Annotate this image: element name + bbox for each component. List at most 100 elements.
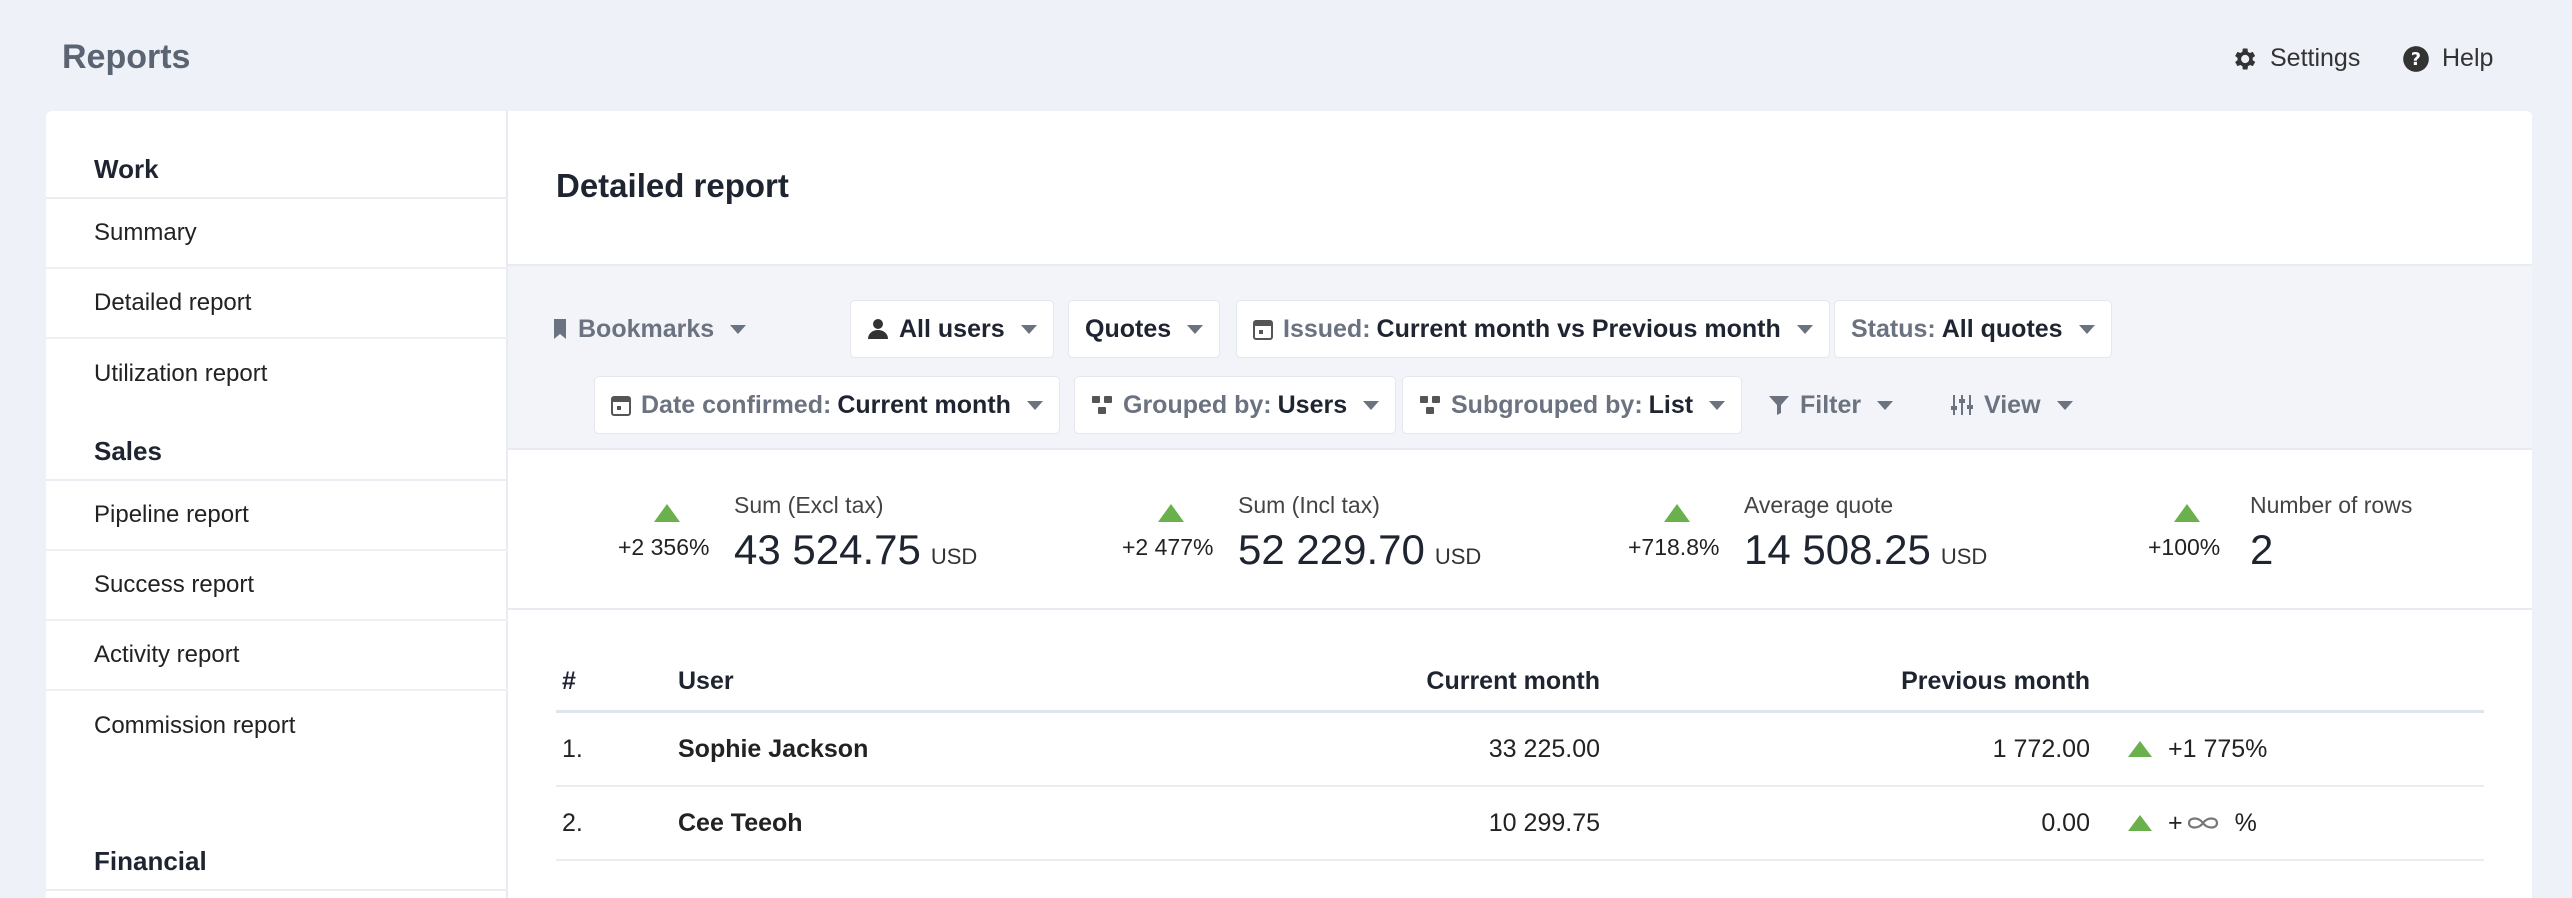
date-confirmed-value: Current month (837, 390, 1011, 419)
top-bar: Reports Settings ? Help (0, 0, 2572, 112)
content-card: Work Summary Detailed report Utilization… (46, 111, 2532, 898)
issued-label: Issued: (1283, 314, 1371, 343)
grouped-by-value: Users (1277, 390, 1348, 419)
stat-change: +718.8% (1628, 534, 1720, 560)
chevron-down-icon (1796, 324, 1813, 334)
sidebar-group-financial: Financial (46, 843, 508, 891)
document-type-dropdown[interactable]: Quotes (1068, 300, 1221, 358)
help-link[interactable]: ? Help (2402, 44, 2493, 73)
trend-up-icon (654, 504, 680, 522)
issued-period-dropdown[interactable]: Issued: Current month vs Previous month (1236, 300, 1830, 358)
calendar-icon (1253, 318, 1273, 340)
stat-change: +2 356% (618, 534, 710, 560)
table-row[interactable]: 2. Cee Teeoh 10 299.75 0.00 + % (556, 787, 2484, 861)
stat-change: +100% (2148, 534, 2221, 560)
stat-change: +2 477% (1122, 534, 1214, 560)
column-header-user[interactable]: User (678, 667, 734, 695)
row-user[interactable]: Sophie Jackson (678, 734, 869, 763)
group-icon (1419, 395, 1441, 415)
chevron-down-icon (1877, 400, 1894, 410)
summary-stats: +2 356% Sum (Excl tax) 43 524.75 USD +2 4… (508, 450, 2532, 610)
column-header-current-month[interactable]: Current month (1426, 667, 1600, 695)
sidebar-item-detailed-report[interactable]: Detailed report (46, 269, 508, 339)
sidebar-group-sales: Sales Pipeline report Success report Act… (46, 433, 508, 761)
stat-value: 2 (2250, 526, 2274, 573)
bookmarks-dropdown[interactable]: Bookmarks (536, 300, 762, 358)
view-button[interactable]: View (1934, 376, 2089, 434)
group-icon (1091, 395, 1113, 415)
help-label: Help (2442, 44, 2494, 72)
date-confirmed-dropdown[interactable]: Date confirmed: Current month (594, 376, 1060, 434)
chevron-down-icon (1026, 400, 1043, 410)
chevron-down-icon (1363, 400, 1380, 410)
sidebar-item-commission-report[interactable]: Commission report (94, 712, 296, 739)
settings-link[interactable]: Settings (2230, 44, 2360, 73)
sidebar-item-activity-report[interactable]: Activity report (46, 621, 508, 691)
gear-icon (2230, 45, 2258, 73)
table-row[interactable]: 1. Sophie Jackson 33 225.00 1 772.00 +1 … (556, 713, 2484, 787)
users-value: All users (899, 314, 1005, 343)
settings-label: Settings (2270, 44, 2361, 72)
filter-label: Filter (1800, 390, 1862, 419)
row-change-prefix: + (2168, 808, 2183, 837)
filter-icon (1768, 394, 1790, 416)
stat-label: Sum (Excl tax) (734, 492, 884, 518)
trend-up-icon (2174, 504, 2200, 522)
document-type-value: Quotes (1085, 314, 1172, 343)
user-icon (867, 318, 889, 340)
row-change-suffix: % (2234, 808, 2257, 837)
subgrouped-by-dropdown[interactable]: Subgrouped by: List (1402, 376, 1743, 434)
sidebar-item-utilization-report[interactable]: Utilization report (94, 360, 268, 387)
users-dropdown[interactable]: All users (850, 300, 1054, 358)
sidebar-item-success-report[interactable]: Success report (46, 551, 508, 621)
stat-label: Number of rows (2250, 492, 2413, 518)
status-dropdown[interactable]: Status: All quotes (1834, 300, 2112, 358)
date-confirmed-label: Date confirmed: (641, 390, 832, 419)
filter-bar: Bookmarks All users Quotes Issued: Curre… (508, 264, 2532, 450)
row-index: 1. (562, 734, 583, 763)
stat-value: 14 508.25 USD (1744, 526, 1988, 573)
sidebar: Work Summary Detailed report Utilization… (46, 111, 508, 898)
sidebar-group-title: Financial (46, 843, 508, 891)
page-title: Detailed report (556, 167, 789, 204)
subgrouped-by-label: Subgrouped by: (1451, 390, 1643, 419)
grouped-by-label: Grouped by: (1123, 390, 1272, 419)
column-header-index[interactable]: # (562, 667, 576, 695)
row-previous-month: 1 772.00 (1992, 734, 2090, 763)
infinity-icon (2185, 814, 2221, 832)
trend-up-icon (2128, 741, 2152, 757)
view-label: View (1984, 390, 2041, 419)
row-previous-month: 0.00 (2041, 808, 2090, 837)
row-index: 2. (562, 808, 583, 837)
trend-up-icon (1158, 504, 1184, 522)
stat-value: 43 524.75 USD (734, 526, 978, 573)
row-current-month: 10 299.75 (1488, 808, 1600, 837)
chevron-down-icon (2056, 400, 2073, 410)
stat-label: Sum (Incl tax) (1238, 492, 1380, 518)
chevron-down-icon (730, 324, 747, 334)
row-user[interactable]: Cee Teeoh (678, 808, 803, 837)
svg-text:?: ? (2411, 49, 2421, 69)
row-change: +1 775% (2128, 713, 2267, 785)
bookmarks-label: Bookmarks (578, 314, 715, 343)
grouped-by-dropdown[interactable]: Grouped by: Users (1074, 376, 1397, 434)
status-value: All quotes (1941, 314, 2063, 343)
filter-button[interactable]: Filter (1752, 376, 1909, 434)
trend-up-icon (2128, 815, 2152, 831)
status-label: Status: (1851, 314, 1936, 343)
chevron-down-icon (1020, 324, 1037, 334)
bookmark-icon (552, 318, 568, 340)
stat-label: Average quote (1744, 492, 1894, 518)
row-change: + % (2128, 787, 2257, 859)
issued-value: Current month vs Previous month (1376, 314, 1781, 343)
help-circle-icon: ? (2402, 45, 2430, 73)
sidebar-item-summary[interactable]: Summary (46, 199, 508, 269)
calendar-icon (611, 394, 631, 416)
sidebar-group-work: Work Summary Detailed report Utilization… (46, 151, 508, 409)
chevron-down-icon (1187, 324, 1204, 334)
column-header-previous-month[interactable]: Previous month (1901, 667, 2090, 695)
app-title: Reports (62, 38, 191, 76)
trend-up-icon (1664, 504, 1690, 522)
sidebar-item-pipeline-report[interactable]: Pipeline report (46, 481, 508, 551)
subgrouped-by-value: List (1648, 390, 1694, 419)
